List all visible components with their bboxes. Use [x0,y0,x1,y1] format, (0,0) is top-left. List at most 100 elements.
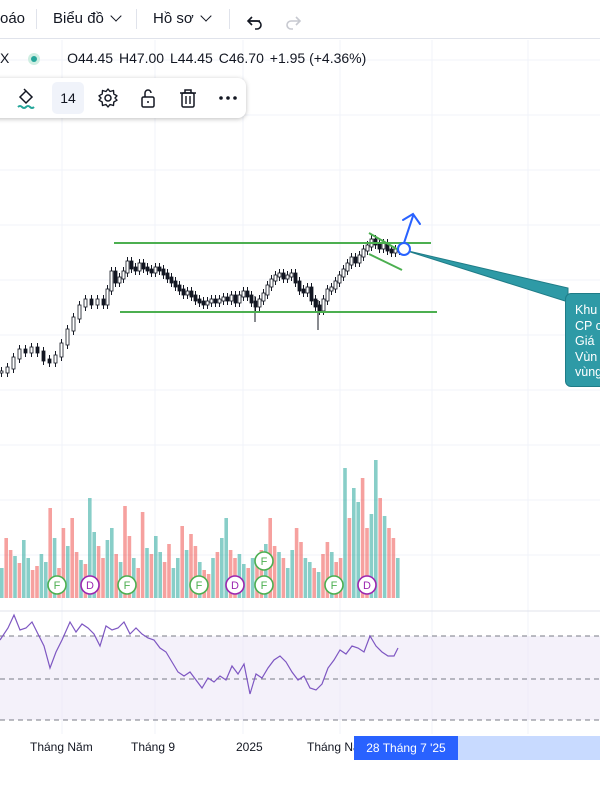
rsi-line [0,613,399,695]
flag-lower-line[interactable] [368,253,403,271]
volume-bar [30,570,35,598]
redo-icon[interactable] [284,9,304,30]
volume-bar [145,548,149,598]
callout-pointer [403,249,569,303]
candle-body [305,286,310,294]
profile-menu-button[interactable]: Hồ sơ [153,0,212,38]
trash-icon[interactable] [172,82,204,114]
font-size-button[interactable]: 14 [52,82,84,114]
event-marker-label: D [231,580,239,592]
volume-bar [352,488,356,598]
candle-body [349,256,354,266]
candle-body [341,268,346,278]
candle-body [125,260,130,274]
callout-line: CP c [575,318,600,333]
event-marker [189,575,209,595]
candle-body [241,290,246,298]
volume-bar [308,562,312,598]
paint-bucket-icon[interactable] [10,82,42,114]
event-marker-label: F [261,556,268,568]
candle-body [169,276,174,284]
volume-bar [4,538,8,598]
candle-body [213,298,218,304]
close-value: C46.70 [218,50,264,66]
candle-body [185,290,190,296]
candle-body [365,244,370,252]
candle-body [145,266,150,272]
volume-bar [356,502,360,598]
volume-bar [286,568,290,598]
event-marker-label: D [363,580,371,592]
event-marker-label: F [196,580,203,592]
candle-body [293,272,298,284]
volume-bar [369,514,374,598]
candle-body [225,296,230,302]
candle-body [209,298,214,304]
candle-body [65,328,70,346]
crosshair-time-label: 28 Tháng 7 '25 [354,736,458,760]
volume-bar [250,558,255,598]
candle-body [201,300,206,306]
volume-bar [167,544,171,598]
font-size-value: 14 [60,90,76,106]
chart-menu-button[interactable]: Biểu đồ [53,0,122,38]
candle-body [389,248,394,254]
event-marker [47,575,67,595]
callout-annotation[interactable]: Khu CP c Giá Vùn vùng [565,293,600,387]
candle-body [245,290,250,298]
volume-bar [66,546,70,598]
candle-body [329,286,334,292]
event-marker [225,575,245,595]
symbol-fragment: X [0,50,10,66]
x-tick: Tháng 9 [131,740,176,754]
flag-upper-line[interactable] [368,232,403,253]
alerts-button[interactable]: oáo [0,0,25,38]
x-tick: Tháng Năm [30,740,93,754]
volume-bar [22,540,26,598]
candle-body [257,298,262,308]
event-marker-label: F [124,580,131,592]
more-icon[interactable] [212,82,244,114]
candle-body [205,300,210,306]
candle-body [345,262,350,272]
toolbar-divider [136,9,137,29]
candle-body [273,274,278,282]
candle-body [101,298,106,306]
candlestick-series [0,235,402,377]
breakout-arrow[interactable] [402,212,421,244]
volume-bar [171,568,176,598]
volume-bar [272,546,277,598]
candle-body [297,280,302,292]
unlock-icon[interactable] [132,82,164,114]
candle-body [357,254,362,264]
top-toolbar: oáo Biểu đồ Hồ sơ [0,0,600,39]
candle-body [83,298,88,308]
volume-bar [162,562,167,598]
volume-bar [281,558,286,598]
candle-body [289,272,294,278]
volume-bar [110,528,114,598]
candle-body [149,268,154,274]
volume-bar [44,562,48,598]
volume-bar [312,568,316,598]
volume-bar [96,546,101,598]
volume-bar [70,518,74,598]
volume-bar [52,538,57,598]
volume-bar [35,566,39,598]
candle-body [5,366,10,374]
event-marker [254,551,274,571]
profile-menu-label: Hồ sơ [153,10,194,27]
callout-anchor-handle[interactable] [397,242,411,256]
event-marker [80,575,100,595]
event-marker-label: F [54,580,61,592]
undo-icon[interactable] [244,9,264,30]
callout-line: vùng [575,365,600,379]
volume-bar [136,568,140,598]
candle-body [53,354,58,364]
gear-icon[interactable] [92,82,124,114]
volume-bar [88,498,92,598]
event-marker-label: D [86,580,94,592]
candle-body [269,278,274,288]
event-markers[interactable]: F D F F D F F DF [47,551,377,595]
